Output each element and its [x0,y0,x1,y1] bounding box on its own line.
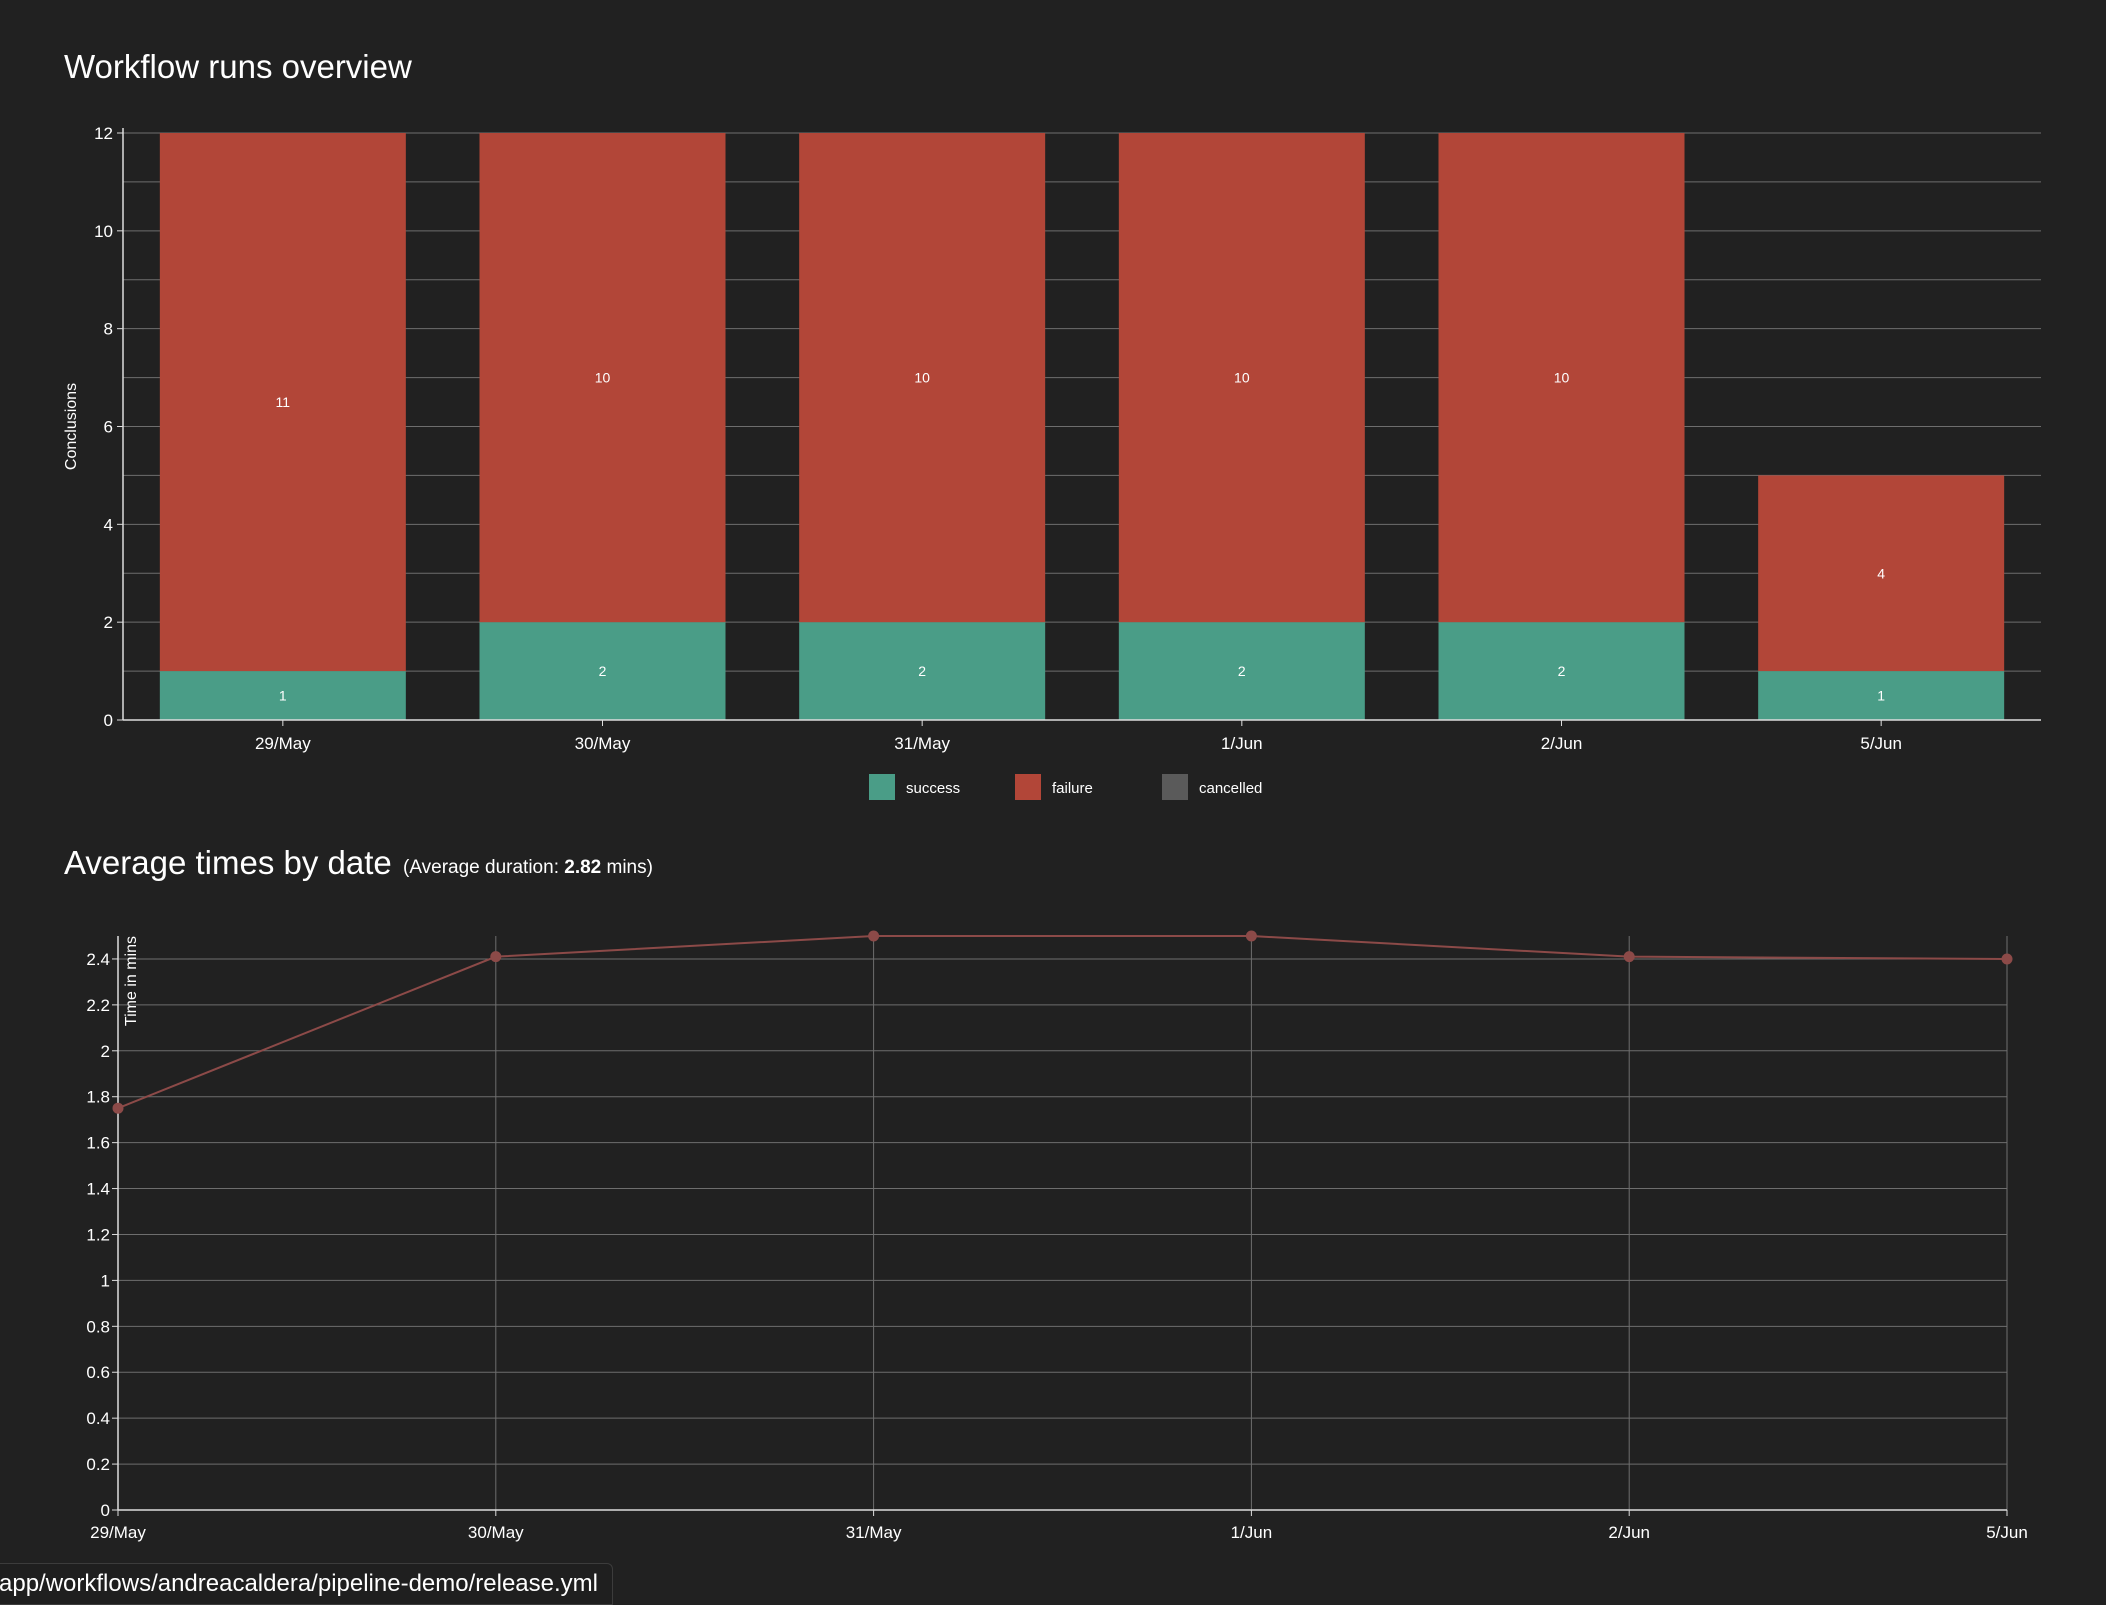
data-point [2001,953,2013,965]
x-tick-label: 29/May [255,734,311,753]
bar-value-label: 4 [1877,565,1885,581]
x-tick-label: 29/May [90,1523,146,1542]
bar-failure-3 [1118,133,1365,623]
data-point [112,1102,124,1114]
y-tick-label: 2.4 [86,950,110,969]
y-tick-label: 1.6 [86,1134,110,1153]
bar-value-label: 11 [276,394,291,410]
y-tick-label: 10 [94,222,113,241]
x-tick-label: 30/May [575,734,631,753]
x-tick-label: 30/May [468,1523,524,1542]
y-tick-label: 2.2 [86,996,110,1015]
legend-swatch-success [869,774,895,800]
y-tick-label: 0.8 [86,1317,110,1336]
y-tick-label: 12 [94,124,113,143]
y-axis-label: Time in mins [123,936,140,1026]
bar-success-3 [1118,622,1365,720]
average-duration-prefix: (Average duration: [403,857,565,878]
y-tick-label: 4 [104,515,113,534]
x-tick-label: 31/May [894,734,950,753]
bar-success-1 [479,622,726,720]
bar-success-5 [1758,671,2005,720]
y-tick-label: 0.2 [86,1455,110,1474]
data-point [868,930,880,942]
y-tick-label: 1.4 [86,1180,110,1199]
x-tick-label: 2/Jun [1541,734,1583,753]
x-tick-label: 5/Jun [1986,1523,2028,1542]
y-tick-label: 6 [104,418,113,437]
workflow-runs-bar-chart: 024681012Conclusions11129/May21030/May21… [63,124,2041,800]
y-tick-label: 1 [101,1271,110,1290]
bar-value-label: 10 [1554,370,1570,386]
bar-failure-1 [479,133,726,623]
y-tick-label: 8 [104,320,113,339]
bar-success-2 [799,622,1046,720]
data-point [490,951,502,963]
y-tick-label: 2 [104,613,113,632]
average-duration-value: 2.82 [564,857,602,878]
x-tick-label: 5/Jun [1860,734,1902,753]
data-point [1245,930,1257,942]
y-tick-label: 0.4 [86,1409,110,1428]
bar-value-label: 10 [914,370,930,386]
bar-success-0 [159,671,406,720]
x-tick-label: 1/Jun [1221,734,1263,753]
bar-value-label: 10 [1234,370,1250,386]
y-axis-label: Conclusions [63,383,80,470]
bar-value-label: 2 [1238,663,1246,679]
series-line [117,935,2008,1110]
legend-label-failure: failure [1052,780,1093,797]
y-tick-label: 1.2 [86,1225,110,1244]
legend-label-cancelled: cancelled [1199,780,1262,797]
status-bar-url: app/workflows/andreacaldera/pipeline-dem… [0,1563,613,1605]
bar-failure-2 [799,133,1046,623]
bar-failure-5 [1758,475,2005,672]
bar-failure-4 [1438,133,1685,623]
bar-failure-0 [159,133,406,672]
bar-value-label: 2 [599,663,607,679]
legend-swatch-failure [1015,774,1041,800]
bar-value-label: 1 [1877,688,1885,704]
x-tick-label: 31/May [846,1523,902,1542]
bar-value-label: 1 [279,688,287,704]
y-tick-label: 1.8 [86,1088,110,1107]
data-point [1623,951,1635,963]
x-tick-label: 2/Jun [1608,1523,1650,1542]
bar-success-4 [1438,622,1685,720]
y-tick-label: 0 [101,1501,110,1520]
legend-swatch-cancelled [1162,774,1188,800]
legend-label-success: success [906,780,960,797]
average-times-title: Average times by date [64,844,392,881]
x-tick-label: 1/Jun [1231,1523,1273,1542]
average-duration-note: (Average duration: 2.82 mins) [403,857,653,879]
y-tick-label: 0 [104,711,113,730]
overview-title: Workflow runs overview [64,48,412,85]
bar-value-label: 2 [918,663,926,679]
bar-value-label: 10 [595,370,611,386]
y-tick-label: 2 [101,1042,110,1061]
y-tick-label: 0.6 [86,1363,110,1382]
average-duration-suffix: mins) [601,857,653,878]
bar-value-label: 2 [1558,663,1566,679]
